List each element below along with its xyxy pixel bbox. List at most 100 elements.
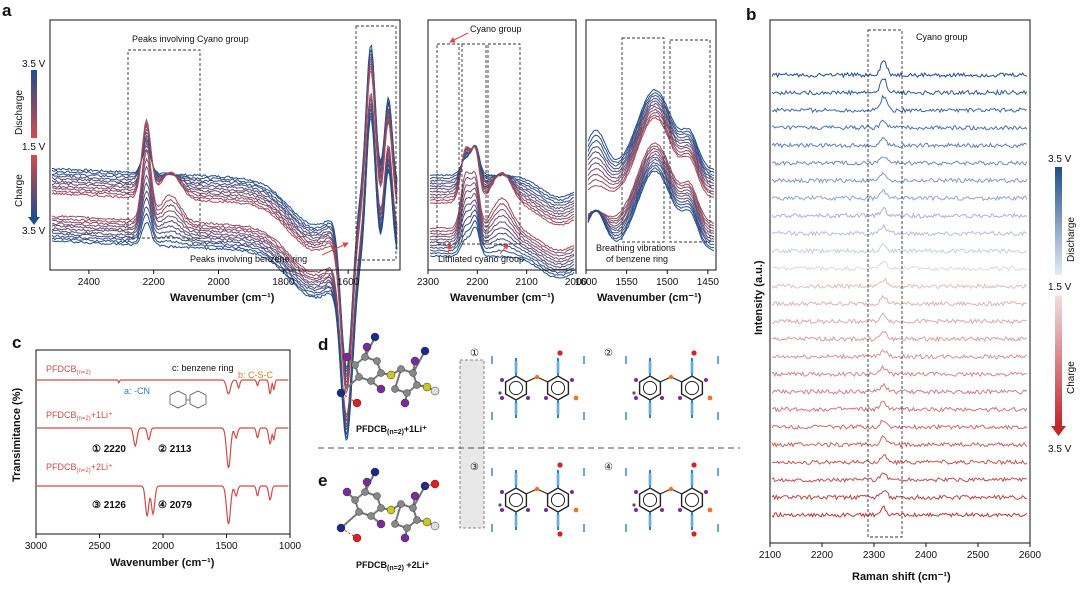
x-tick-label: 1000 [279, 541, 302, 552]
x-tick-label: 1500 [215, 541, 238, 552]
atom [342, 487, 352, 497]
annotation-lithiated: Lithiated cyano group [438, 254, 524, 264]
ftir-curve [429, 204, 575, 269]
x-tick-label: 1500 [656, 277, 679, 288]
fluorine-atom [500, 490, 504, 494]
atom [409, 369, 417, 377]
lithium-marker [557, 350, 563, 356]
atom [397, 365, 405, 373]
benzene-ring [638, 487, 662, 513]
structure-1 [491, 350, 585, 420]
annotation-cyano-peaks: Peaks involving Cyano group [132, 34, 249, 44]
atom [377, 369, 385, 377]
raman-annotation: Cyano group [916, 32, 968, 42]
d-caption-main: PFDCB [356, 424, 387, 434]
peak-3: ③ 2126 [92, 500, 126, 511]
x-tick-label: 2600 [1019, 550, 1042, 561]
benzene-ring [504, 375, 528, 401]
atom [351, 361, 359, 369]
cyano-box-1 [436, 43, 460, 245]
atom [420, 346, 430, 356]
atom [430, 521, 440, 531]
raman-curve [771, 78, 1028, 96]
fluorine-atom [500, 508, 504, 512]
raman-curve [771, 136, 1028, 149]
li-coordination [340, 527, 358, 539]
panel-c-ylabel: Transimitance (%) [11, 388, 23, 482]
ftir-curve [587, 156, 715, 238]
voltage-mid-label: 1.5 V [22, 142, 46, 153]
panel-b-label: b [746, 5, 756, 24]
structure-2 [625, 350, 719, 420]
panel-d-molecule-3d [336, 332, 440, 408]
atom [370, 332, 380, 342]
raman-curve [771, 454, 1028, 466]
ftir-curve [587, 88, 715, 171]
ftir-curve [51, 44, 398, 368]
fluorine-atom [526, 508, 530, 512]
sulfur-atom [534, 374, 540, 380]
breathing-box-1 [621, 37, 665, 243]
ftir-curve [587, 108, 715, 190]
raman-curve [771, 435, 1028, 448]
ftir-curve [430, 145, 574, 240]
benzene-ring [546, 375, 570, 401]
raman-curve [771, 171, 1028, 184]
raman-curve [771, 119, 1028, 131]
ftir-curve [587, 162, 715, 242]
lithium-marker [557, 531, 563, 537]
x-tick-label: 2300 [863, 550, 886, 561]
panel-c-plot [37, 379, 289, 525]
atom [352, 533, 362, 543]
cyano-region-box [127, 49, 201, 239]
cyano-box-2 [461, 43, 487, 245]
panel-b-ylabel: Intensity (a.u.) [753, 260, 765, 335]
aromatic-circle [642, 492, 658, 508]
panel-a-benzene-plot [587, 88, 715, 252]
b-discharge-label: Discharge [1066, 217, 1077, 262]
fluorine-atom [634, 490, 638, 494]
x-tick-label: 2500 [967, 550, 990, 561]
x-tick-label: 2000 [565, 277, 588, 288]
atom [377, 504, 385, 512]
thiol-group [707, 395, 713, 401]
molecule-inset [169, 390, 207, 409]
raman-curve [771, 242, 1027, 255]
atom [336, 388, 346, 398]
cyano-highlight [690, 515, 694, 527]
fluorine-atom [634, 396, 638, 400]
cyano-highlight [556, 361, 560, 373]
peak-2: ② 2113 [158, 444, 192, 455]
sulfur-atom [534, 486, 540, 492]
sulfur-atom [668, 486, 674, 492]
e-caption-tail: +2Li⁺ [404, 560, 430, 570]
atom [410, 356, 420, 366]
raman-cyano-box [867, 29, 903, 538]
ir-trace [37, 379, 289, 395]
e-caption-sub: (n=2) [387, 565, 404, 572]
x-tick-label: 2000 [152, 541, 175, 552]
x-tick-label: 2200 [143, 277, 166, 288]
structure-4 [625, 462, 719, 537]
atom [391, 520, 399, 528]
ftir-curve [51, 50, 398, 374]
trace3-sub: (n=2) [77, 468, 91, 474]
hydrogen-atom [498, 503, 502, 507]
x-tick-label: 2100 [759, 550, 782, 561]
trace1-sub: (n=2) [77, 370, 91, 376]
raman-curve [771, 156, 1028, 167]
raman-curve [771, 312, 1028, 325]
raman-curve [771, 294, 1027, 308]
raman-curve [771, 382, 1028, 395]
ftir-curve [51, 56, 398, 378]
ftir-curve [587, 100, 715, 182]
atom [400, 533, 410, 543]
atom [361, 488, 369, 496]
panel-a-cyano-plot [429, 144, 575, 279]
hydrogen-atom [632, 503, 636, 507]
atom [430, 386, 440, 396]
cyano-highlight [514, 473, 518, 485]
ftir-curve [429, 176, 575, 254]
ftir-curve [587, 145, 715, 227]
